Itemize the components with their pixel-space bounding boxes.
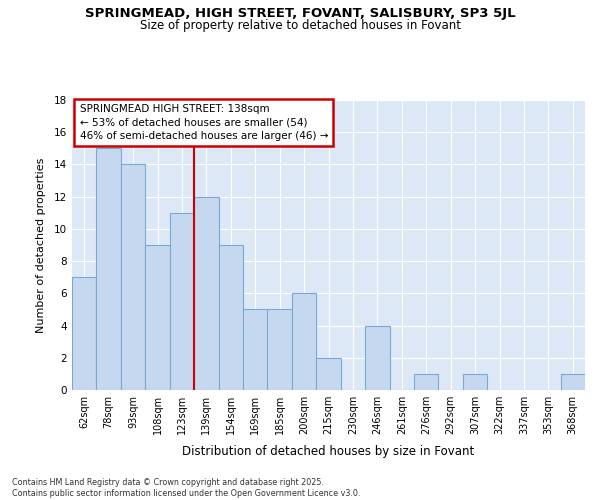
Bar — [194, 196, 218, 390]
Bar — [243, 310, 268, 390]
Text: SPRINGMEAD, HIGH STREET, FOVANT, SALISBURY, SP3 5JL: SPRINGMEAD, HIGH STREET, FOVANT, SALISBU… — [85, 8, 515, 20]
Y-axis label: Number of detached properties: Number of detached properties — [35, 158, 46, 332]
Bar — [121, 164, 145, 390]
Text: Size of property relative to detached houses in Fovant: Size of property relative to detached ho… — [139, 19, 461, 32]
Bar — [560, 374, 585, 390]
Bar — [97, 148, 121, 390]
Text: SPRINGMEAD HIGH STREET: 138sqm
← 53% of detached houses are smaller (54)
46% of : SPRINGMEAD HIGH STREET: 138sqm ← 53% of … — [80, 104, 328, 141]
Bar — [365, 326, 389, 390]
Bar — [414, 374, 439, 390]
Bar — [463, 374, 487, 390]
Text: Contains HM Land Registry data © Crown copyright and database right 2025.
Contai: Contains HM Land Registry data © Crown c… — [12, 478, 361, 498]
Bar — [316, 358, 341, 390]
Bar — [292, 294, 316, 390]
Bar — [72, 277, 97, 390]
Bar — [218, 245, 243, 390]
Bar — [145, 245, 170, 390]
X-axis label: Distribution of detached houses by size in Fovant: Distribution of detached houses by size … — [182, 446, 475, 458]
Bar — [170, 213, 194, 390]
Bar — [268, 310, 292, 390]
